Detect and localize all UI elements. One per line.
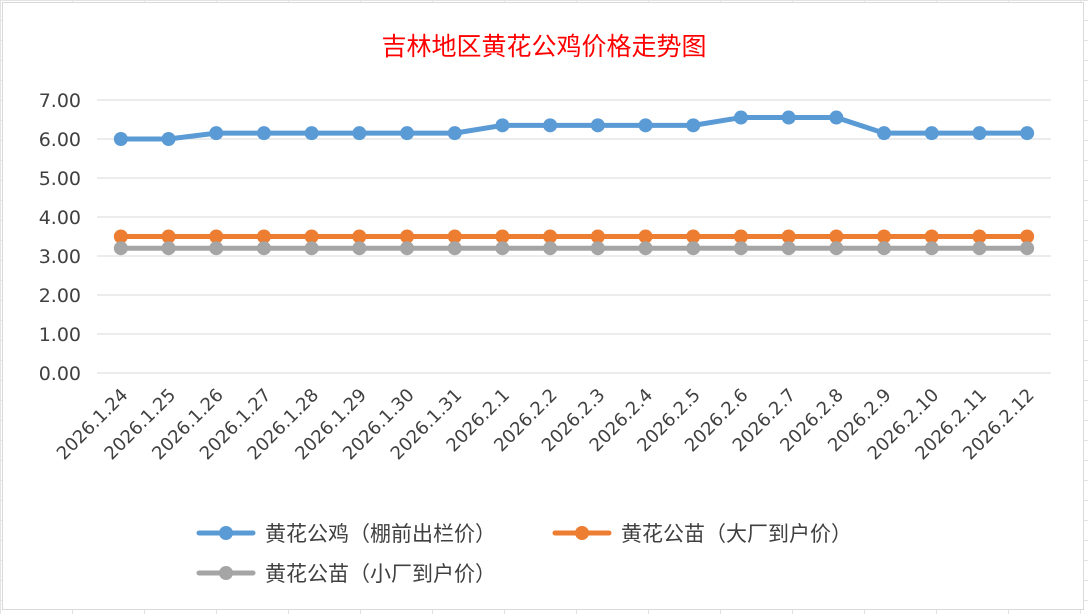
data-point [972, 229, 987, 244]
data-point [495, 229, 510, 244]
data-point [352, 229, 367, 244]
y-tick-label: 7.00 [39, 90, 81, 112]
data-point [161, 241, 176, 256]
data-point [161, 229, 176, 244]
data-point [543, 241, 558, 256]
data-point [590, 241, 605, 256]
y-tick-label: 3.00 [39, 246, 81, 268]
data-point [590, 229, 605, 244]
y-tick-label: 6.00 [39, 129, 81, 151]
data-point [781, 229, 796, 244]
data-point [733, 241, 748, 256]
legend: 黄花公鸡（棚前出栏价） 黄花公苗（大厂到户价） 黄花公苗（小厂到户价） [196, 522, 852, 586]
y-tick-label: 0.00 [39, 363, 81, 385]
data-point [304, 229, 319, 244]
data-point [829, 110, 844, 125]
x-axis: 2026.1.242026.1.252026.1.262026.1.272026… [53, 385, 1039, 465]
data-point [829, 241, 844, 256]
data-point [781, 110, 796, 125]
data-point [1020, 126, 1035, 141]
data-point [256, 241, 271, 256]
data-point [113, 132, 128, 146]
data-point [113, 229, 128, 244]
data-point [161, 132, 176, 146]
data-point [972, 241, 987, 256]
y-tick-label: 4.00 [39, 207, 81, 229]
data-point [877, 126, 892, 141]
data-point [877, 229, 892, 244]
series-1 [113, 229, 1035, 244]
data-point [352, 241, 367, 256]
y-tick-label: 2.00 [39, 285, 81, 307]
data-point [1020, 229, 1035, 244]
data-point [400, 126, 415, 141]
data-point [400, 241, 415, 256]
y-tick-label: 1.00 [39, 324, 81, 346]
legend-item: 黄花公鸡（棚前出栏价） [196, 522, 496, 546]
data-point [972, 126, 987, 141]
legend-label: 黄花公鸡（棚前出栏价） [265, 522, 496, 546]
gridlines [97, 99, 1051, 374]
y-axis: 0.00 1.00 2.00 3.00 4.00 5.00 6.00 7.00 [39, 90, 81, 385]
data-point [686, 118, 701, 133]
data-point [352, 126, 367, 141]
data-point [638, 118, 653, 133]
data-point [209, 126, 224, 141]
data-point [447, 241, 462, 256]
data-point [543, 229, 558, 244]
data-point [304, 241, 319, 256]
data-point [400, 229, 415, 244]
chart-title: 吉林地区黄花公鸡价格走势图 [381, 32, 706, 61]
data-point [113, 241, 128, 256]
legend-swatch-marker [575, 526, 589, 540]
data-point [924, 241, 939, 256]
data-point [733, 229, 748, 244]
data-point [686, 229, 701, 244]
data-point [638, 241, 653, 256]
data-point [829, 229, 844, 244]
data-point [447, 229, 462, 244]
data-point [543, 118, 558, 133]
series-0 [113, 110, 1035, 146]
data-point [781, 241, 796, 256]
data-point [495, 241, 510, 256]
data-point [209, 229, 224, 244]
line-chart: 吉林地区黄花公鸡价格走势图 0.00 1.00 2.00 3.00 4.00 5.00 6.… [39, 32, 1051, 586]
series-2 [113, 241, 1035, 256]
series-line [118, 115, 1030, 142]
legend-swatch-marker [219, 566, 233, 580]
data-point [304, 126, 319, 141]
data-point [256, 126, 271, 141]
data-point [638, 229, 653, 244]
series-layer [113, 110, 1035, 256]
data-point [590, 118, 605, 133]
y-tick-label: 5.00 [39, 168, 81, 190]
legend-label: 黄花公苗（大厂到户价） [621, 522, 852, 546]
data-point [924, 229, 939, 244]
data-point [924, 126, 939, 141]
legend-label: 黄花公苗（小厂到户价） [265, 562, 496, 586]
data-point [209, 241, 224, 256]
legend-item: 黄花公苗（大厂到户价） [552, 522, 852, 546]
data-point [733, 110, 748, 125]
data-point [877, 241, 892, 256]
data-point [447, 126, 462, 141]
legend-swatch-marker [219, 526, 233, 540]
data-point [1020, 241, 1035, 256]
data-point [256, 229, 271, 244]
data-point [495, 118, 510, 133]
data-point [686, 241, 701, 256]
legend-item: 黄花公苗（小厂到户价） [196, 562, 496, 586]
